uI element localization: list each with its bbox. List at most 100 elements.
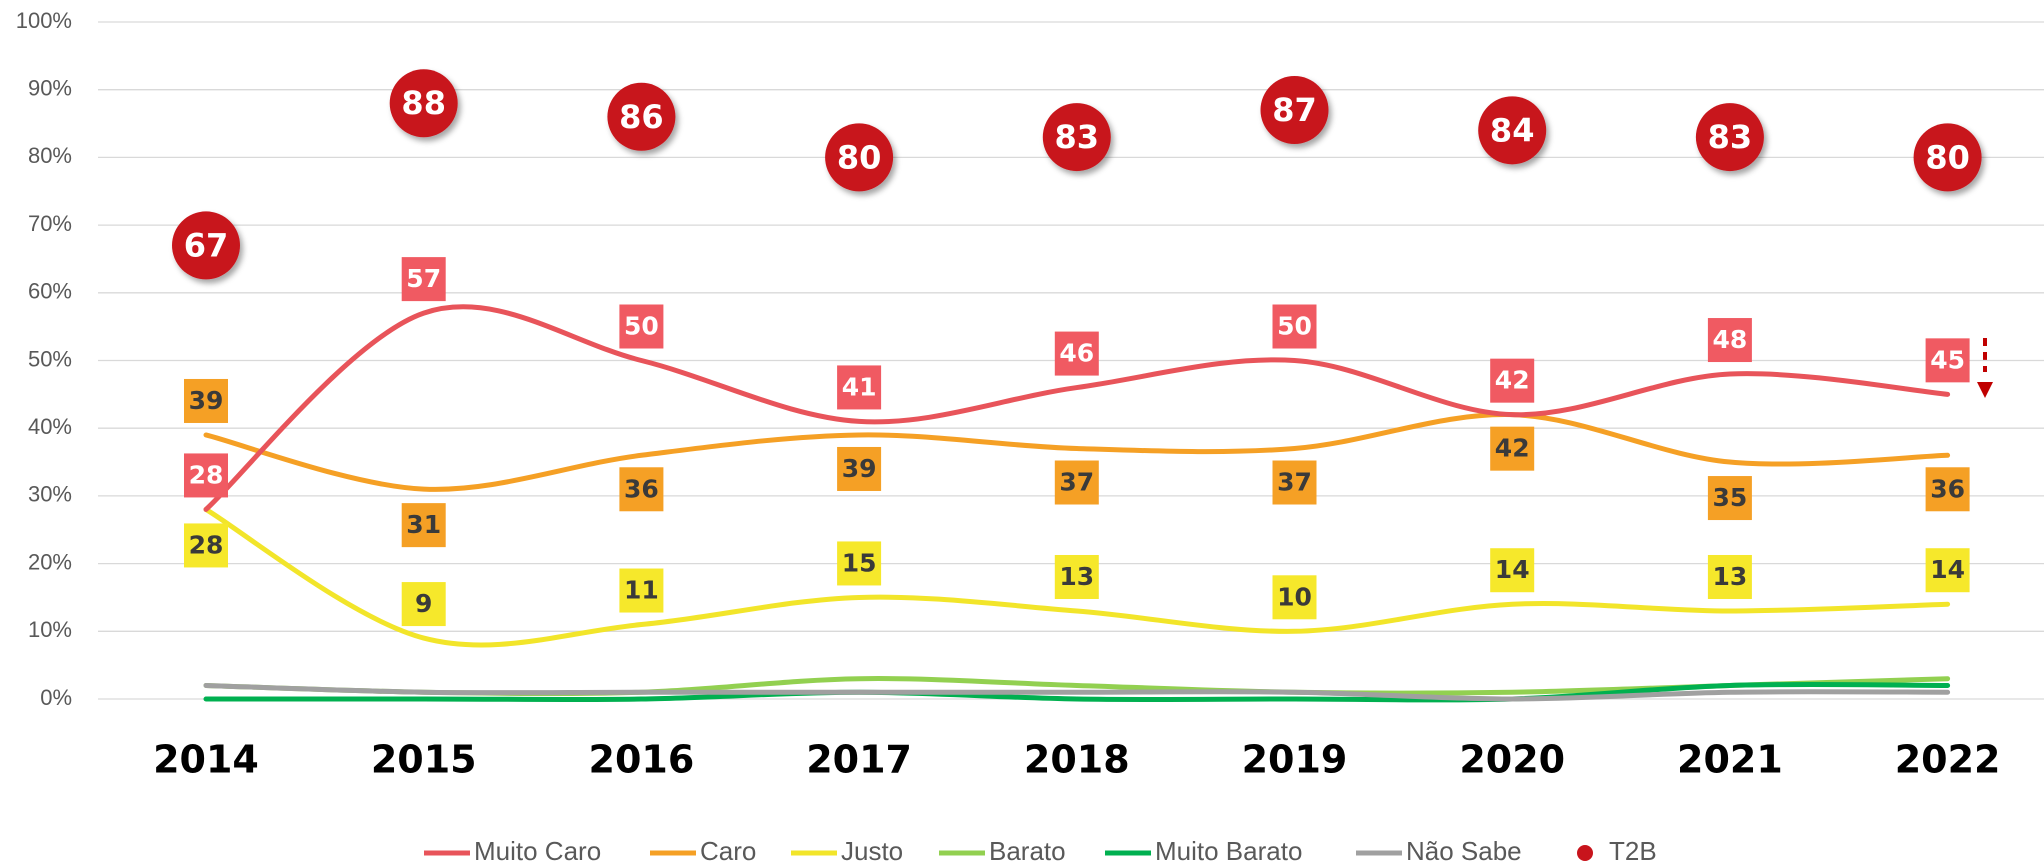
data-label: 46 [1059,339,1094,368]
data-label-box [837,541,882,586]
data-label-box [401,257,446,302]
data-label: 83 [1055,118,1100,156]
data-label-box [1054,554,1099,599]
x-tick-label: 2017 [806,738,912,782]
data-label-box [1925,548,1970,593]
data-label: 42 [1495,434,1530,463]
data-label: 87 [1272,91,1317,129]
series-line [203,506,1951,648]
series-line [203,681,1951,703]
series-line [203,682,1951,702]
data-label: 39 [842,454,877,483]
y-tick-label: 60% [28,279,72,304]
data-label: 67 [184,226,229,264]
data-label-box [619,568,664,613]
x-tick-label: 2014 [153,738,259,782]
y-tick-label: 30% [28,482,72,507]
marker [607,82,676,151]
data-label-box [184,453,228,498]
data-label: 9 [415,589,432,618]
y-tick-label: 50% [28,346,72,371]
marker [389,69,458,138]
data-label: 14 [1930,555,1965,584]
data-label-box [401,503,446,548]
data-label-box [837,446,882,491]
data-label: 31 [406,510,441,539]
data-label: 50 [624,312,659,341]
y-tick-label: 0% [40,685,72,710]
data-label: 36 [624,474,659,503]
x-tick-label: 2018 [1024,738,1130,782]
marker [1913,123,1982,192]
legend-label: Muito Barato [1155,836,1302,866]
series-line [203,304,1951,512]
y-tick-label: 80% [28,143,72,168]
data-label-box [1925,467,1970,512]
legend-label: Muito Caro [474,836,601,866]
data-label-box [619,304,664,349]
data-label: 84 [1490,111,1535,149]
data-label: 57 [406,264,441,293]
y-tick-label: 10% [28,617,72,642]
x-tick-label: 2022 [1895,738,2001,782]
data-label: 37 [1277,468,1312,497]
x-tick-label: 2015 [371,738,477,782]
x-tick-label: 2020 [1459,738,1565,782]
data-label: 13 [1713,562,1748,591]
marker [825,123,894,192]
data-label-box [184,523,228,568]
data-label: 36 [1930,474,1965,503]
data-label: 86 [619,98,664,136]
data-label-box [401,582,446,627]
data-label-box [1490,548,1535,593]
data-label-box [1707,476,1752,521]
data-label-box [1272,460,1317,505]
legend-label: T2B [1609,836,1657,866]
legend-label: Não Sabe [1406,836,1522,866]
data-label-box [837,365,882,410]
data-label: 10 [1277,582,1312,611]
data-label-box [1925,338,1970,383]
data-label-box [1272,304,1317,349]
data-label-box [1490,358,1535,403]
data-label: 42 [1495,366,1530,395]
data-label-box [1272,575,1317,620]
data-label: 14 [1495,555,1530,584]
y-tick-label: 40% [28,414,72,439]
data-label: 83 [1708,118,1753,156]
data-label-box [1707,554,1752,599]
legend-label: Caro [700,836,756,866]
y-tick-label: 70% [28,211,72,236]
data-label-box [1054,331,1099,376]
marker [1260,76,1329,145]
data-label-box [1707,318,1752,363]
data-label-box [184,378,228,423]
data-label: 28 [189,460,224,489]
marker [1695,103,1764,172]
data-label: 48 [1713,325,1748,354]
x-tick-label: 2016 [589,738,695,782]
y-tick-label: 100% [16,8,72,33]
data-label: 35 [1713,483,1748,512]
data-label: 88 [401,84,446,122]
marker [1042,103,1111,172]
data-label: 37 [1059,468,1094,497]
marker [1478,96,1547,165]
data-label: 13 [1059,562,1094,591]
y-tick-label: 20% [28,549,72,574]
legend-label: Justo [841,836,903,866]
data-label: 28 [189,530,224,559]
x-tick-label: 2019 [1242,738,1348,782]
data-label-box [1054,460,1099,505]
y-tick-label: 90% [28,76,72,101]
data-label: 50 [1277,312,1312,341]
data-label: 15 [842,548,877,577]
legend-marker [1577,845,1593,861]
data-label: 45 [1930,345,1965,374]
series-line [203,412,1951,492]
data-label: 11 [624,576,659,605]
data-label: 39 [189,386,224,415]
x-tick-label: 2021 [1677,738,1783,782]
data-label: 80 [837,138,882,176]
